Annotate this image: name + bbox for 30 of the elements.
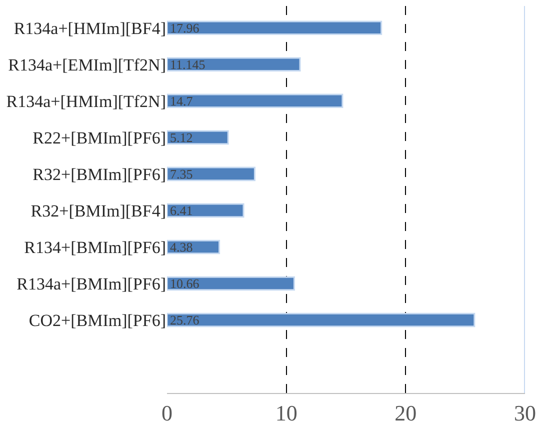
- y-tick-label: R32+[BMIm][PF6]: [32, 164, 166, 184]
- data-label: 14.7: [170, 93, 194, 108]
- data-label: 7.35: [170, 166, 193, 182]
- data-label: 17.96: [170, 20, 200, 36]
- bar: [167, 94, 344, 108]
- bar: [167, 20, 382, 36]
- data-label: 10.66: [170, 276, 200, 291]
- y-tick-label: CO2+[BMIm][PF6]: [28, 310, 166, 330]
- y-tick-label: R134a+[BMIm][PF6]: [16, 274, 166, 294]
- bar: [167, 130, 229, 145]
- x-tick-label: 0: [162, 400, 172, 426]
- bar: [167, 203, 244, 218]
- data-label: 4.38: [170, 239, 193, 254]
- y-tick-label: R134a+[EMIm][Tf2N]: [8, 55, 166, 74]
- data-label: 25.76: [170, 312, 200, 328]
- y-tick-label: R134a+[HMIm][Tf2N]: [6, 92, 166, 111]
- x-tick-label: 30: [514, 400, 536, 426]
- bar: [167, 166, 256, 182]
- y-tick-label: R134a+[HMIm][BF4]: [14, 18, 166, 38]
- y-tick-label: R134+[BMIm][PF6]: [24, 238, 166, 257]
- data-label: 11.145: [170, 56, 206, 72]
- bar: [167, 276, 295, 291]
- y-tick-label: R32+[BMIm][BF4]: [30, 201, 166, 220]
- bar: [167, 312, 476, 328]
- bar: [167, 57, 301, 72]
- data-label: 5.12: [170, 130, 193, 145]
- data-label: 6.41: [170, 202, 193, 218]
- x-tick-label: 20: [394, 400, 417, 426]
- y-tick-label: R22+[BMIm][PF6]: [32, 128, 166, 148]
- x-tick-label: 10: [275, 400, 298, 426]
